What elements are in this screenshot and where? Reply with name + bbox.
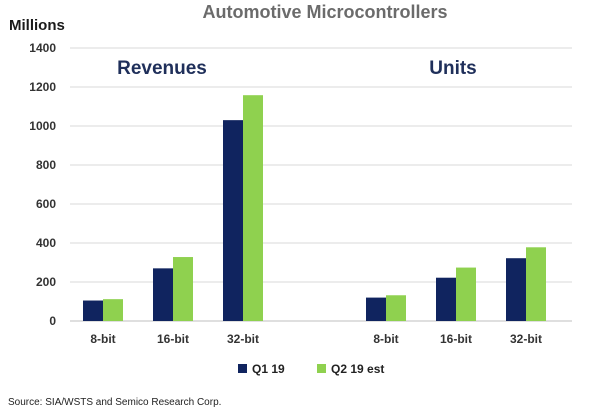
bars xyxy=(83,95,546,322)
x-category-label: 32-bit xyxy=(227,332,259,346)
x-category-label: 32-bit xyxy=(510,332,542,346)
y-tick-label: 1000 xyxy=(29,119,56,133)
bar-revenues-32-bit-q2 xyxy=(243,95,263,321)
gridlines xyxy=(70,47,572,322)
group-label-revenues: Revenues xyxy=(117,58,207,79)
x-category-label: 8-bit xyxy=(373,332,398,346)
bar-units-16-bit-q2 xyxy=(456,267,476,321)
group-labels: Revenues Units xyxy=(117,58,477,79)
y-tick-label: 0 xyxy=(49,314,56,328)
y-axis-ticks: 0 200 400 600 800 1000 1200 1400 xyxy=(29,41,56,328)
bar-revenues-8-bit-q2 xyxy=(103,299,123,321)
y-axis-label: Millions xyxy=(9,17,65,34)
y-tick-label: 1400 xyxy=(29,41,56,55)
x-category-label: 16-bit xyxy=(440,332,472,346)
legend-label-q1: Q1 19 xyxy=(252,362,285,376)
bar-units-32-bit-q1 xyxy=(506,258,526,321)
chart-title: Automotive Microcontrollers xyxy=(202,2,447,22)
y-tick-label: 600 xyxy=(36,197,56,211)
bar-units-8-bit-q2 xyxy=(386,295,406,321)
source-note: Source: SIA/WSTS and Semico Research Cor… xyxy=(8,397,221,408)
x-category-label: 8-bit xyxy=(90,332,115,346)
x-axis-categories: 8-bit 16-bit 32-bit 8-bit 16-bit 32-bit xyxy=(90,332,542,346)
legend-swatch-q1 xyxy=(238,364,247,373)
legend-swatch-q2 xyxy=(317,364,326,373)
bar-revenues-16-bit-q1 xyxy=(153,268,173,321)
bar-units-8-bit-q1 xyxy=(366,297,386,321)
y-tick-label: 800 xyxy=(36,158,56,172)
bar-revenues-32-bit-q1 xyxy=(223,120,243,322)
bar-revenues-8-bit-q1 xyxy=(83,300,103,321)
bar-units-32-bit-q2 xyxy=(526,247,546,321)
legend: Q1 19 Q2 19 est xyxy=(238,362,384,376)
legend-label-q2: Q2 19 est xyxy=(331,362,384,376)
bar-units-16-bit-q1 xyxy=(436,277,456,321)
y-tick-label: 200 xyxy=(36,275,56,289)
group-label-units: Units xyxy=(429,58,477,79)
y-tick-label: 1200 xyxy=(29,80,56,94)
y-tick-label: 400 xyxy=(36,236,56,250)
bar-revenues-16-bit-q2 xyxy=(173,257,193,321)
x-category-label: 16-bit xyxy=(157,332,189,346)
